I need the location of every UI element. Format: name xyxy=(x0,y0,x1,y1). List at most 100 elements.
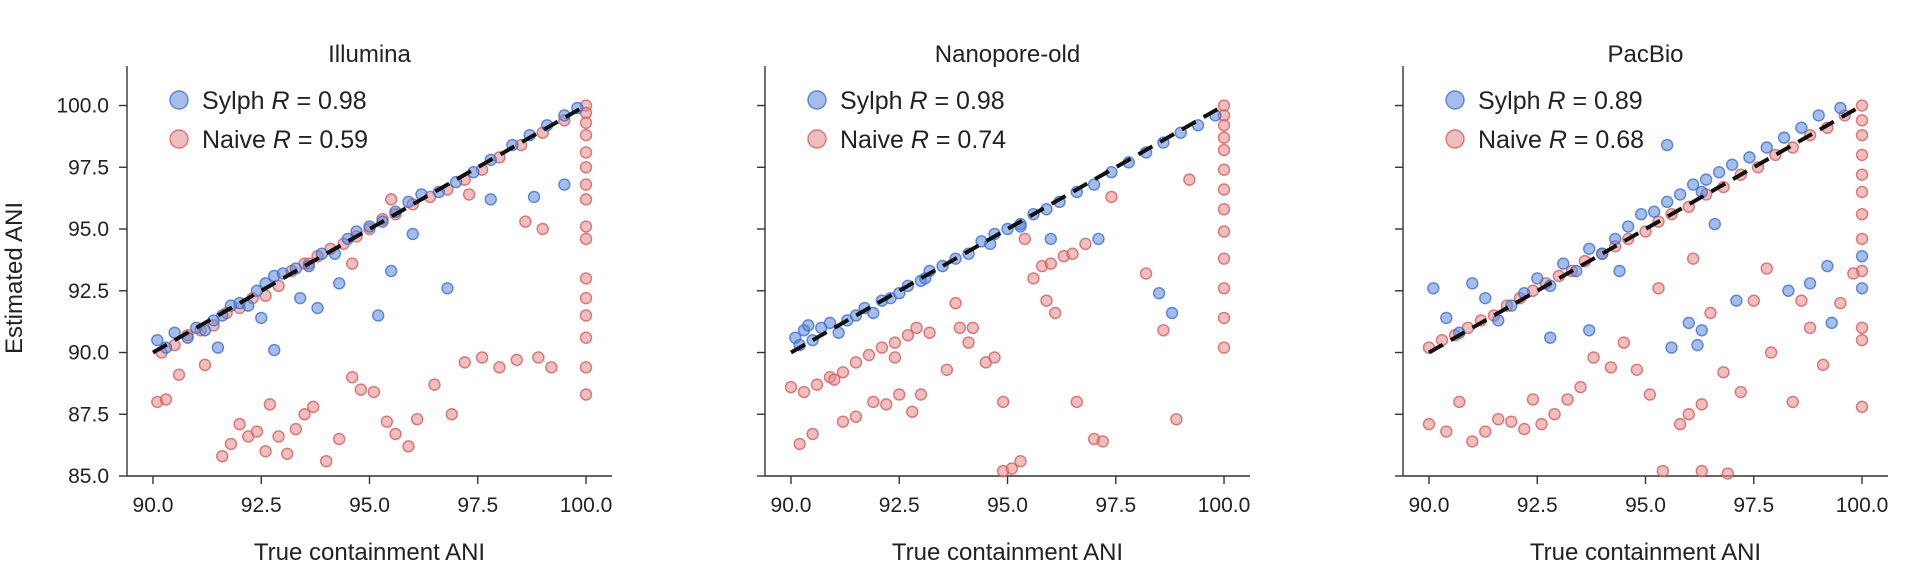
sylph-point xyxy=(1557,257,1570,270)
sylph-point xyxy=(441,282,454,295)
sylph-point xyxy=(1834,101,1847,115)
naive-point xyxy=(1760,262,1773,275)
legend-series-name: Sylph xyxy=(202,87,271,115)
naive-point xyxy=(1217,183,1231,196)
identity-reference-line xyxy=(151,103,588,355)
sylph-point xyxy=(406,227,420,241)
sylph-point xyxy=(1760,141,1773,154)
naive-point xyxy=(880,398,893,411)
legend-label: Naive R = 0.74 xyxy=(840,126,1006,154)
naive-point xyxy=(849,356,863,369)
legend-sylph-marker xyxy=(1445,90,1465,110)
naive-point xyxy=(1834,296,1847,310)
x-tick-label: 100.0 xyxy=(1836,494,1889,517)
naive-point xyxy=(806,427,819,441)
naive-point xyxy=(579,116,593,130)
x-tick-label: 100.0 xyxy=(560,494,613,517)
naive-point xyxy=(462,188,476,201)
x-tick-label: 92.5 xyxy=(879,494,920,517)
naive-point xyxy=(1855,400,1869,414)
sylph-point xyxy=(1782,284,1795,297)
naive-point xyxy=(1855,207,1869,221)
panel-title: Nanopore-old xyxy=(935,41,1080,68)
sylph-point xyxy=(1725,158,1739,171)
sylph-point xyxy=(1427,282,1440,295)
naive-point xyxy=(1574,380,1587,394)
naive-point xyxy=(307,400,320,414)
sylph-point xyxy=(1743,151,1756,164)
naive-point xyxy=(579,232,593,246)
sylph-point xyxy=(294,291,307,305)
naive-point xyxy=(1518,422,1531,436)
naive-point xyxy=(988,351,1001,364)
naive-point xyxy=(1855,168,1869,181)
sylph-point xyxy=(1660,138,1674,152)
points xyxy=(151,99,593,468)
naive-point xyxy=(797,385,811,399)
naive-point xyxy=(1018,232,1032,246)
naive-point xyxy=(319,454,333,468)
naive-point xyxy=(1855,114,1869,127)
naive-point xyxy=(367,385,381,399)
naive-point xyxy=(1183,173,1196,186)
naive-point xyxy=(532,351,545,364)
naive-point xyxy=(389,427,402,441)
sylph-point xyxy=(1092,232,1105,246)
naive-point xyxy=(914,388,928,401)
sylph-point xyxy=(1531,272,1544,285)
panel-2: 90.0 92.5 95.0 97.5 100.0 Nanopore-old True co… xyxy=(757,41,1250,566)
sylph-point xyxy=(332,277,346,290)
panel-1: 90.0 92.5 95.0 97.5 100.0 85.0 87.5 90.0 92.5 95.… xyxy=(56,41,612,566)
sylph-point xyxy=(1152,287,1166,300)
naive-point xyxy=(1535,417,1548,431)
sylph-point xyxy=(1708,217,1721,231)
naive-point xyxy=(345,371,359,384)
sylph-point xyxy=(1699,173,1713,186)
naive-point xyxy=(1548,408,1561,421)
naive-point xyxy=(159,393,173,406)
naive-point xyxy=(1656,464,1670,478)
naive-point xyxy=(579,193,593,206)
naive-point xyxy=(259,445,272,458)
naive-point xyxy=(1217,252,1231,265)
naive-point xyxy=(923,326,936,339)
naive-point xyxy=(1847,267,1860,280)
legend-r-value: = 0.98 xyxy=(290,87,367,115)
sylph-point xyxy=(1466,277,1479,290)
x-tick-label: 90.0 xyxy=(771,494,812,517)
legend-r-symbol: R xyxy=(1549,126,1567,154)
naive-point xyxy=(953,321,967,335)
sylph-point xyxy=(1087,178,1101,191)
naive-point xyxy=(810,378,824,391)
legend-label: Sylph R = 0.98 xyxy=(202,87,367,115)
legend-naive-marker xyxy=(807,129,827,149)
naive-point xyxy=(1855,185,1869,199)
naive-point xyxy=(1855,321,1869,335)
sylph-point xyxy=(1492,314,1505,327)
sylph-point xyxy=(1608,232,1622,246)
sylph-point xyxy=(1777,131,1791,144)
naive-point xyxy=(1695,464,1708,478)
naive-point xyxy=(1673,417,1687,431)
naive-point xyxy=(1217,225,1231,238)
naive-point xyxy=(910,321,923,335)
naive-point xyxy=(1422,417,1436,431)
y-tick-label: 95.0 xyxy=(68,218,109,241)
legend-series-name: Naive xyxy=(202,126,273,154)
y-tick-label: 100.0 xyxy=(56,95,109,118)
x-tick-label: 97.5 xyxy=(457,494,498,517)
points xyxy=(1422,99,1869,480)
naive-point xyxy=(962,336,975,349)
legend-sylph-marker xyxy=(807,90,827,110)
legend-r-symbol: R xyxy=(271,87,289,115)
naive-point xyxy=(966,321,980,335)
naive-point xyxy=(1855,333,1869,347)
naive-point xyxy=(1048,306,1062,320)
naive-point xyxy=(867,395,880,409)
naive-point xyxy=(1747,294,1760,307)
legend-series-name: Sylph xyxy=(840,87,909,115)
legend-r-value: = 0.74 xyxy=(929,126,1006,154)
sylph-point xyxy=(1682,316,1696,330)
x-axis-label: True containment ANI xyxy=(1530,539,1761,566)
naive-point xyxy=(949,296,962,310)
